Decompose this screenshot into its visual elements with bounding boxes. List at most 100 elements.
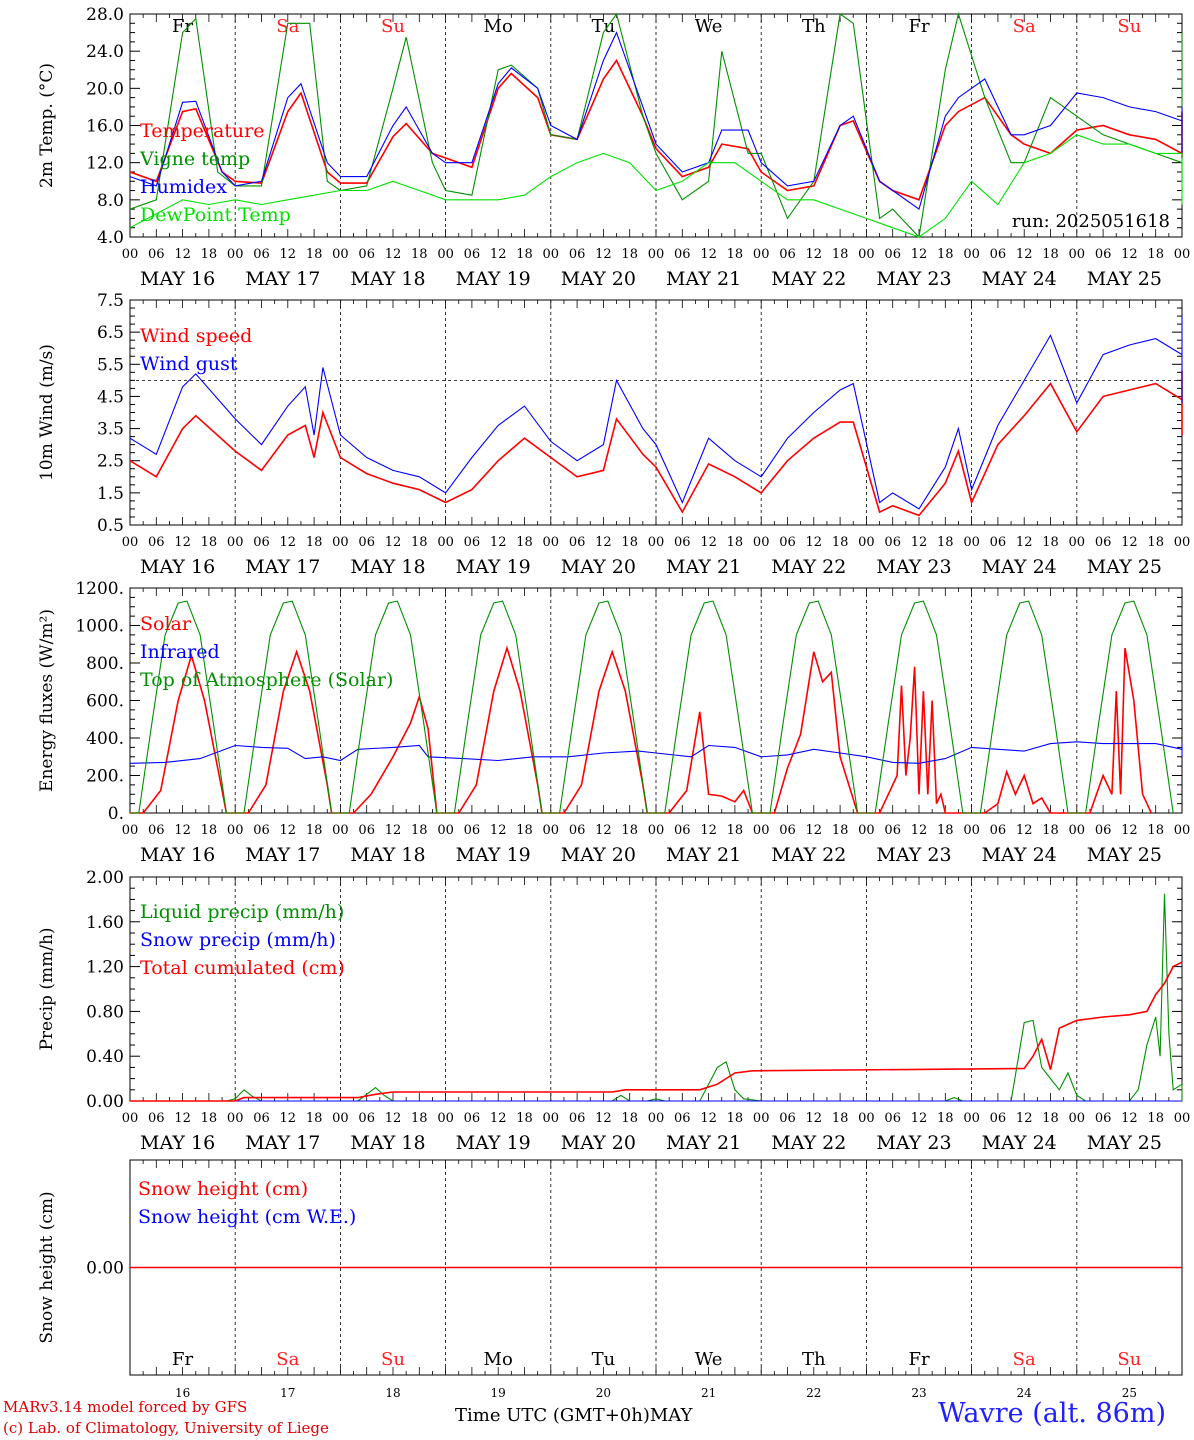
x-hour-label: 12 — [174, 823, 191, 838]
x-hour-label: 00 — [963, 535, 980, 550]
x-hour-label: 00 — [648, 1111, 665, 1126]
x-hour-label: 12 — [174, 1111, 191, 1126]
x-hour-label: 06 — [779, 823, 796, 838]
x-hour-label: 00 — [332, 1111, 349, 1126]
x-day-label: MAY 19 — [456, 844, 531, 866]
series-line — [129, 31, 1183, 210]
x-day-label: MAY 24 — [982, 268, 1057, 290]
x-hour-label: 00 — [963, 247, 980, 262]
y-axis-label: Precip (mm/h) — [37, 927, 57, 1050]
x-hour-label: 12 — [700, 247, 717, 262]
x-hour-label: 00 — [227, 535, 244, 550]
x-day-label: MAY 25 — [1087, 268, 1162, 290]
x-day-label: MAY 22 — [771, 1132, 846, 1154]
x-day-number: 17 — [280, 1386, 295, 1400]
x-hour-label: 12 — [385, 535, 402, 550]
x-hour-label: 12 — [700, 535, 717, 550]
x-hour-label: 00 — [1069, 535, 1086, 550]
legend-entry: Temperature — [140, 120, 264, 142]
x-day-label: MAY 19 — [456, 556, 531, 578]
x-hour-label: 06 — [1095, 535, 1112, 550]
x-day-label: MAY 16 — [140, 556, 215, 578]
legend-entry: Liquid precip (mm/h) — [140, 901, 344, 923]
x-hour-label: 00 — [963, 1111, 980, 1126]
x-day-label: MAY 23 — [876, 556, 951, 578]
x-hour-label: 12 — [595, 1111, 612, 1126]
x-hour-label: 18 — [621, 535, 638, 550]
x-hour-label: 12 — [700, 1111, 717, 1126]
x-hour-label: 00 — [753, 247, 770, 262]
weekday-label: Th — [802, 1349, 826, 1370]
legend-entry: Snow precip (mm/h) — [140, 929, 336, 951]
x-day-label: MAY 21 — [666, 268, 741, 290]
x-day-number: 22 — [806, 1386, 821, 1400]
y-tick-label: 600. — [86, 692, 124, 712]
x-hour-label: 06 — [148, 535, 165, 550]
x-hour-label: 06 — [674, 823, 691, 838]
x-hour-label: 18 — [1042, 247, 1059, 262]
lab-credit: (c) Lab. of Climatology, University of L… — [3, 1419, 329, 1437]
x-hour-label: 12 — [174, 247, 191, 262]
x-hour-label: 18 — [1042, 535, 1059, 550]
x-hour-label: 06 — [148, 247, 165, 262]
x-hour-label: 18 — [516, 1111, 533, 1126]
x-day-label: MAY 25 — [1087, 844, 1162, 866]
y-tick-label: 7.5 — [97, 291, 124, 311]
y-tick-label: 1.5 — [97, 484, 124, 504]
y-tick-label: 2.5 — [97, 452, 124, 472]
month-label: MAY — [649, 1405, 693, 1426]
x-day-label: MAY 20 — [561, 844, 636, 866]
x-day-label: MAY 18 — [350, 556, 425, 578]
x-hour-label: 06 — [1095, 823, 1112, 838]
x-hour-label: 18 — [1147, 247, 1164, 262]
weekday-label: Sa — [276, 16, 299, 37]
x-hour-label: 12 — [280, 1111, 297, 1126]
y-tick-label: 1.60 — [86, 913, 124, 933]
x-hour-label: 06 — [990, 247, 1007, 262]
x-hour-label: 18 — [201, 535, 218, 550]
legend-entry: Wind gust — [140, 353, 238, 375]
panel-frame — [129, 299, 1183, 526]
x-hour-label: 12 — [595, 535, 612, 550]
x-hour-label: 06 — [464, 535, 481, 550]
legend-entry: Vigne temp — [139, 148, 250, 170]
x-hour-label: 18 — [727, 1111, 744, 1126]
x-hour-label: 00 — [648, 823, 665, 838]
x-hour-label: 06 — [358, 1111, 375, 1126]
x-hour-label: 12 — [490, 1111, 507, 1126]
x-day-label: MAY 19 — [456, 268, 531, 290]
x-hour-label: 00 — [858, 1111, 875, 1126]
station-name: Wavre (alt. 86m) — [938, 1398, 1166, 1429]
x-day-label: MAY 17 — [245, 556, 320, 578]
x-hour-label: 18 — [937, 535, 954, 550]
x-hour-label: 12 — [595, 823, 612, 838]
x-hour-label: 06 — [148, 823, 165, 838]
x-day-label: MAY 16 — [140, 268, 215, 290]
x-hour-label: 06 — [674, 247, 691, 262]
x-hour-label: 06 — [779, 1111, 796, 1126]
y-tick-label: 12.0 — [86, 154, 124, 174]
y-axis-label: Energy fluxes (W/m²) — [37, 609, 57, 792]
y-tick-label: 3.5 — [97, 420, 124, 440]
weekday-label: Sa — [1013, 16, 1036, 37]
x-hour-label: 00 — [437, 535, 454, 550]
x-hour-label: 06 — [464, 1111, 481, 1126]
x-hour-label: 06 — [1095, 1111, 1112, 1126]
x-hour-label: 06 — [464, 247, 481, 262]
x-day-number: 18 — [385, 1386, 400, 1400]
x-hour-label: 12 — [806, 1111, 823, 1126]
x-hour-label: 00 — [543, 1111, 560, 1126]
x-hour-label: 06 — [253, 535, 270, 550]
x-hour-label: 12 — [1016, 1111, 1033, 1126]
x-hour-label: 18 — [411, 535, 428, 550]
x-hour-label: 18 — [1147, 535, 1164, 550]
x-hour-label: 18 — [1147, 1111, 1164, 1126]
x-hour-label: 12 — [806, 823, 823, 838]
x-hour-label: 18 — [201, 823, 218, 838]
x-hour-label: 00 — [858, 535, 875, 550]
x-hour-label: 18 — [516, 247, 533, 262]
x-hour-label: 00 — [753, 535, 770, 550]
y-tick-label: 0. — [108, 804, 124, 824]
x-hour-label: 00 — [1069, 823, 1086, 838]
x-hour-label: 18 — [516, 823, 533, 838]
